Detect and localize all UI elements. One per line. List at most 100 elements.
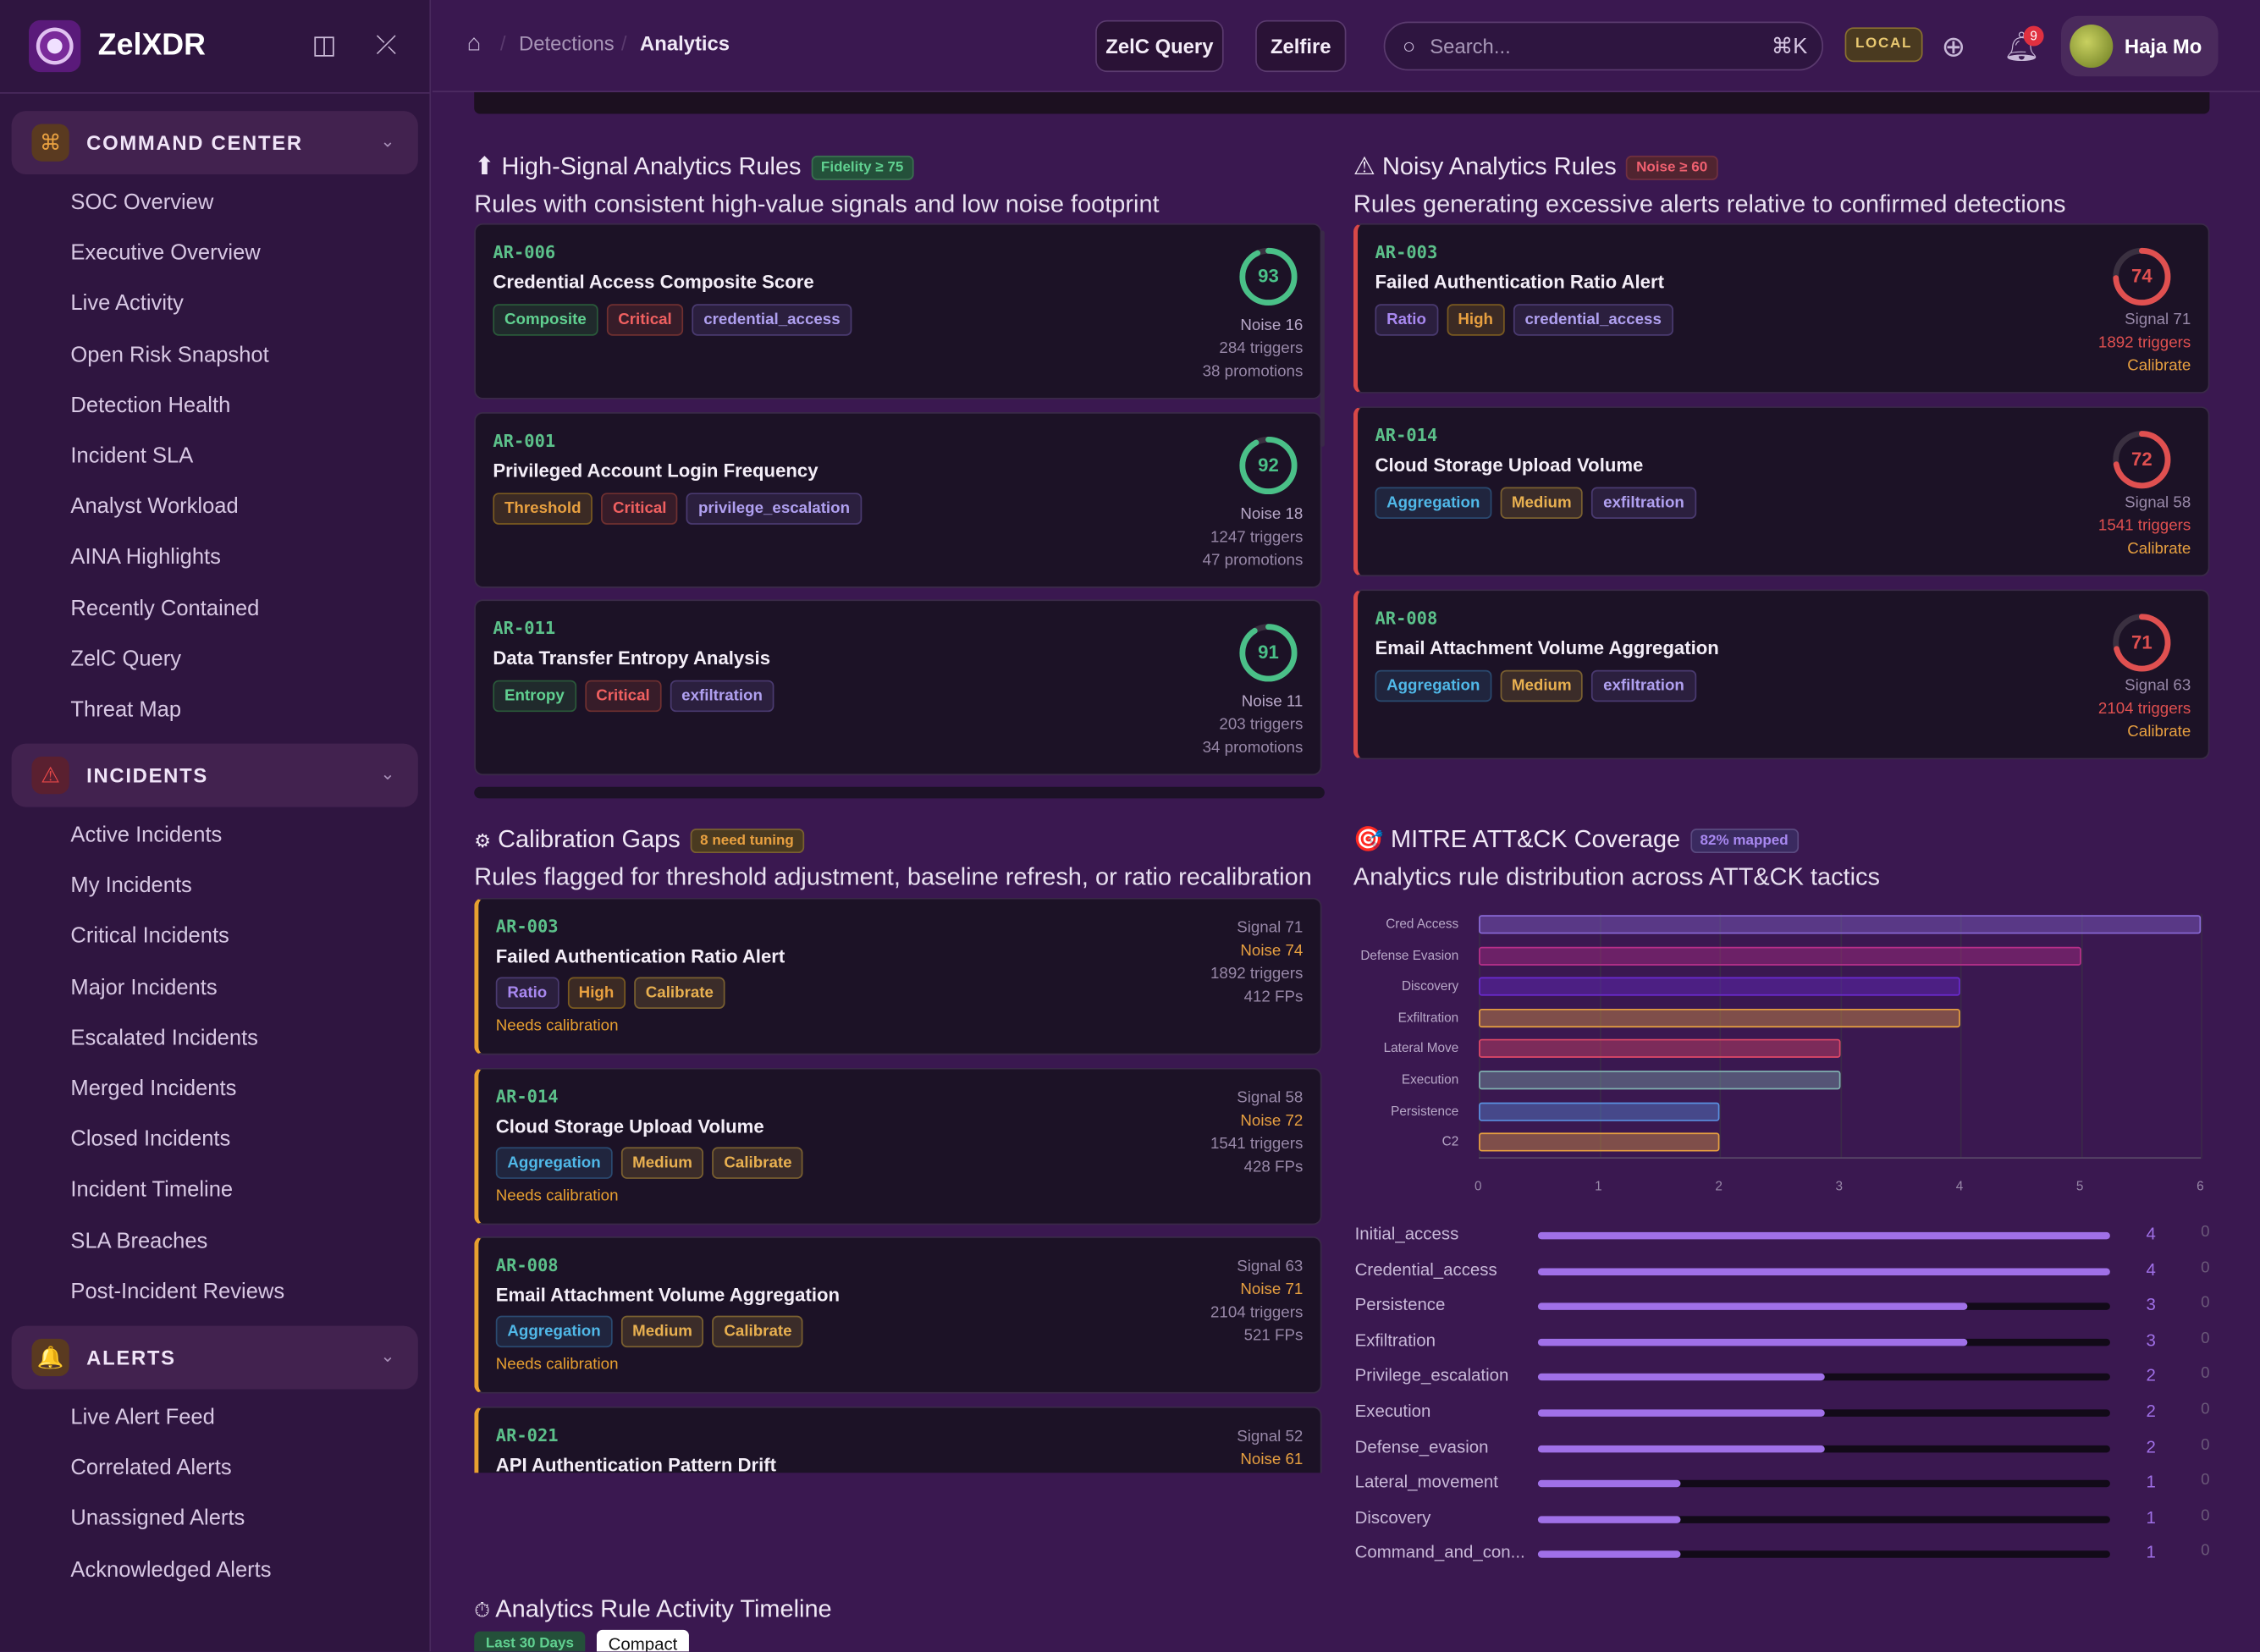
tactic-row: Exfiltration 3 0	[1355, 1327, 2211, 1356]
rule-id: AR-011	[493, 618, 556, 639]
meta-triggers: 1892 triggers	[1210, 965, 1304, 983]
breadcrumb-detections[interactable]: Detections	[519, 31, 615, 55]
user-menu[interactable]: Haja Mo	[2061, 15, 2219, 77]
sidebar-item[interactable]: Closed Incidents	[70, 1126, 231, 1152]
chart-bar	[1479, 977, 1960, 996]
breadcrumb-analytics: Analytics	[640, 31, 730, 55]
scrollbar[interactable]	[1320, 230, 1325, 447]
tactic-bar-track	[1537, 1445, 2110, 1452]
tag-list: Ratio High credential_access	[1375, 304, 1673, 336]
calibration-rule-card[interactable]: AR-021 API Authentication Pattern Drift Si…	[474, 1406, 1322, 1473]
title-text: High-Signal Analytics Rules	[501, 152, 802, 180]
sidebar-item[interactable]: ZelC Query	[70, 647, 182, 672]
score-ring: 93	[1237, 245, 1300, 308]
rule-card[interactable]: AR-006 Credential Access Composite Score C…	[474, 223, 1322, 399]
group-alerts[interactable]: 🔔 ALERTS ⌄	[11, 1325, 418, 1390]
home-icon[interactable]: ⌂	[466, 31, 482, 57]
tactic-zero: 0	[2201, 1223, 2210, 1242]
calibration-rule-card[interactable]: AR-008 Email Attachment Volume Aggregatio…	[474, 1236, 1322, 1394]
meta-action[interactable]: Calibrate	[2127, 357, 2191, 375]
app-name: ZelXDR	[97, 29, 206, 63]
tag: Aggregation	[495, 1146, 613, 1179]
group-command-center[interactable]: ⌘ COMMAND CENTER ⌄	[11, 111, 418, 175]
tag: Medium	[1500, 487, 1584, 520]
sidebar-item[interactable]: Merged Incidents	[70, 1076, 237, 1101]
collapse-icon[interactable]: ⤫	[376, 30, 397, 59]
calibration-list[interactable]: AR-003 Failed Authentication Ratio Alert R…	[474, 897, 1325, 1473]
sidebar-item[interactable]: Analyst Workload	[70, 494, 239, 520]
sidebar-item[interactable]: Post-Incident Reviews	[70, 1279, 285, 1304]
rule-meta: Signal 58 1541 triggers Calibrate	[2098, 492, 2191, 561]
meta-action[interactable]: Calibrate	[2127, 723, 2191, 741]
sidebar-item[interactable]: Escalated Incidents	[70, 1026, 258, 1050]
sidebar-item[interactable]: Executive Overview	[70, 240, 261, 266]
tag: Medium	[1500, 669, 1584, 702]
meta-promotions: 38 promotions	[1202, 363, 1304, 381]
y-tick-label: C2	[1441, 1134, 1459, 1149]
calibration-rule-card[interactable]: AR-003 Failed Authentication Ratio Alert R…	[474, 897, 1322, 1055]
sidebar-item[interactable]: Live Activity	[70, 291, 184, 317]
tactic-name: Initial_access	[1354, 1223, 1459, 1244]
sidebar-item[interactable]: Acknowledged Alerts	[70, 1557, 272, 1582]
sidebar-item[interactable]: SLA Breaches	[70, 1228, 208, 1253]
tactic-bar-fill	[1537, 1267, 2110, 1275]
rule-meta: Signal 63 2104 triggers Calibrate	[2098, 675, 2191, 744]
noisy-rule-card[interactable]: AR-014 Cloud Storage Upload Volume Aggrega…	[1353, 406, 2210, 577]
meta-action[interactable]: Calibrate	[2127, 540, 2191, 558]
tactic-count: 1	[2146, 1506, 2156, 1528]
meta-triggers: 2104 triggers	[1210, 1304, 1304, 1322]
meta-noise: Noise 72	[1240, 1111, 1304, 1130]
sidebar-item[interactable]: My Incidents	[70, 873, 192, 899]
noisy-rule-card[interactable]: AR-008 Email Attachment Volume Aggregatio…	[1353, 589, 2210, 760]
sidebar-item[interactable]: Active Incidents	[70, 823, 223, 848]
meta-signal: Signal 52	[1237, 1427, 1304, 1446]
tag: Critical	[584, 680, 662, 713]
rule-id: AR-003	[495, 916, 559, 937]
sidebar-item[interactable]: SOC Overview	[70, 190, 214, 215]
sidebar-item[interactable]: Open Risk Snapshot	[70, 342, 269, 367]
search-bar[interactable]: ○ Search... ⌘K	[1383, 21, 1824, 71]
sidebar-item[interactable]: Detection Health	[70, 393, 231, 418]
tactic-bar-track	[1537, 1515, 2110, 1523]
breadcrumb-sep: /	[620, 31, 627, 55]
rule-card[interactable]: AR-001 Privileged Account Login Frequency…	[474, 411, 1322, 587]
sidebar-item[interactable]: Correlated Alerts	[70, 1456, 232, 1481]
chevron-down-icon: ⌄	[380, 130, 395, 151]
chart-bar	[1479, 915, 2202, 934]
sidebar-item[interactable]: Major Incidents	[70, 975, 218, 1000]
grid-line	[1839, 913, 1842, 1159]
tag-list: Ratio High Calibrate	[495, 977, 725, 1009]
grid-line	[2201, 913, 2202, 1159]
rule-card[interactable]: AR-011 Data Transfer Entropy Analysis Entr…	[474, 599, 1322, 776]
tag: Ratio	[1375, 304, 1438, 336]
zelfire-button[interactable]: Zelfire	[1255, 19, 1347, 73]
noisy-rule-card[interactable]: AR-003 Failed Authentication Ratio Alert R…	[1353, 223, 2210, 394]
add-icon[interactable]: ⊕	[1941, 31, 1966, 63]
sidebar-item[interactable]: Critical Incidents	[70, 924, 229, 950]
compact-toggle[interactable]: Compact	[596, 1629, 689, 1652]
sidebar-item[interactable]: Unassigned Alerts	[70, 1506, 245, 1532]
range-filter[interactable]: Last 30 Days	[474, 1631, 586, 1652]
sidebar-item[interactable]: Incident Timeline	[70, 1177, 234, 1203]
tactic-count: 4	[2146, 1223, 2156, 1244]
tag: Aggregation	[1375, 669, 1492, 702]
gear-icon: ⚙	[474, 829, 492, 852]
sidebar-item[interactable]: Incident SLA	[70, 443, 194, 469]
group-incidents[interactable]: ⚠ INCIDENTS ⌄	[11, 743, 418, 807]
x-tick-label: 1	[1595, 1178, 1602, 1193]
zelc-query-button[interactable]: ZelC Query	[1095, 19, 1224, 73]
grid-line	[1960, 913, 1962, 1159]
search-input[interactable]: Search...	[1430, 34, 1511, 58]
score-value: 74	[2131, 265, 2153, 287]
sidebar-toggle-icon[interactable]: ◫	[311, 30, 337, 59]
tactic-name: Lateral_movement	[1354, 1471, 1498, 1492]
brand[interactable]: ZelXDR	[29, 19, 206, 73]
chart-bar	[1479, 1039, 1840, 1059]
rule-name: Failed Authentication Ratio Alert	[1375, 271, 1664, 293]
sidebar-item[interactable]: Live Alert Feed	[70, 1405, 215, 1430]
sidebar-item[interactable]: Recently Contained	[70, 596, 260, 621]
sidebar-item[interactable]: Threat Map	[70, 697, 182, 723]
grid-line	[2080, 913, 2082, 1159]
sidebar-item[interactable]: AINA Highlights	[70, 545, 221, 570]
calibration-rule-card[interactable]: AR-014 Cloud Storage Upload Volume Aggrega…	[474, 1066, 1322, 1225]
